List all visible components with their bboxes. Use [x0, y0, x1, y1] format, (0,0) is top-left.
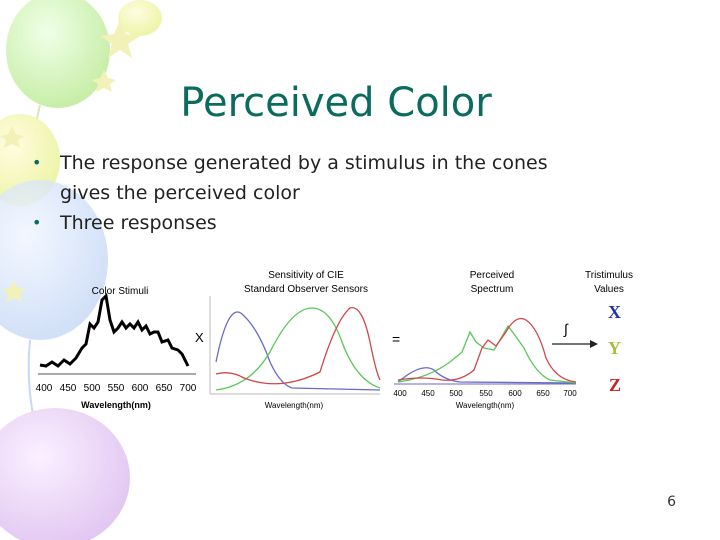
- sensors-panel: Sensitivity of CIE Standard Observer Sen…: [209, 270, 381, 410]
- sensors-xlabel: Wavelength(nm): [265, 401, 324, 410]
- balloon-purple: [0, 408, 130, 540]
- sensor-z-curve: [215, 307, 381, 385]
- perceived-y-curve: [397, 324, 577, 384]
- integral-arrow: ∫: [552, 321, 598, 348]
- bullet-text-line-1: The response generated by a stimulus in …: [60, 152, 548, 174]
- perceived-title-line-2: Spectrum: [471, 284, 514, 295]
- stimuli-tick: 600: [132, 383, 149, 394]
- bullet-dot-icon: •: [32, 153, 42, 172]
- stimuli-xlabel: Wavelength(nm): [81, 400, 151, 410]
- perceived-tick: 700: [563, 389, 577, 398]
- stimuli-tick: 700: [180, 383, 197, 394]
- stimuli-tick: 650: [156, 383, 173, 394]
- tristimulus-z: Z: [609, 375, 621, 395]
- arrow-head-icon: [590, 340, 598, 348]
- equals-symbol: =: [392, 331, 400, 347]
- perceived-title-line-1: Perceived: [470, 270, 514, 281]
- stimuli-tick: 550: [108, 383, 125, 394]
- tristimulus-x: X: [608, 302, 621, 322]
- perceived-z-curve: [397, 317, 577, 383]
- sensors-title-line-1: Sensitivity of CIE: [268, 270, 344, 281]
- sensors-title-line-2: Standard Observer Sensors: [244, 284, 368, 295]
- bullet-dot-icon: •: [32, 213, 42, 232]
- times-symbol: X: [195, 330, 204, 345]
- integral-symbol: ∫: [563, 321, 569, 337]
- stimuli-title: Color Stimuli: [92, 286, 149, 297]
- sensor-x-curve: [215, 311, 381, 391]
- perceived-tick: 600: [508, 389, 522, 398]
- tristimulus-title-line-1: Tristimulus: [585, 270, 633, 281]
- perceived-xlabel: Wavelength(nm): [456, 401, 515, 410]
- stimuli-tick: 500: [84, 383, 101, 394]
- tristimulus-y: Y: [608, 338, 621, 358]
- slide-title: Perceived Color: [180, 80, 492, 126]
- perceived-tick: 550: [479, 389, 493, 398]
- perceived-tick: 650: [536, 389, 550, 398]
- page-number: 6: [667, 494, 676, 510]
- perceived-color-figure: Color Stimuli 400 450 500 550 600 650 70…: [36, 270, 633, 410]
- bullet-list: • The response generated by a stimulus i…: [30, 148, 670, 238]
- sensor-y-curve: [215, 307, 381, 391]
- stimuli-tick: 450: [60, 383, 77, 394]
- perceived-tick: 400: [393, 389, 407, 398]
- perceived-tick: 500: [449, 389, 463, 398]
- tristimulus-title-line-2: Values: [594, 284, 624, 295]
- perceived-x-curve: [397, 367, 577, 384]
- balloon-small-top: [118, 0, 162, 36]
- stimuli-curve: [39, 292, 190, 368]
- stimuli-panel: Color Stimuli 400 450 500 550 600 650 70…: [36, 286, 197, 410]
- stimuli-tick: 400: [36, 383, 53, 394]
- tristimulus-panel: Tristimulus Values X Y Z: [585, 270, 633, 395]
- bullet-text-line-2: gives the perceived color: [60, 182, 300, 204]
- bullet-item: • The response generated by a stimulus i…: [30, 148, 670, 208]
- perceived-tick: 450: [421, 389, 435, 398]
- perceived-ticks: 400 450 500 550 600 650 700: [393, 389, 577, 398]
- bullet-text-line-1: Three responses: [60, 212, 217, 234]
- stars: [0, 20, 140, 302]
- stimuli-ticks: 400 450 500 550 600 650 700: [36, 383, 197, 394]
- bullet-item: • Three responses: [30, 208, 670, 238]
- perceived-panel: Perceived Spectrum 400 450 500 550 600 6…: [393, 270, 577, 410]
